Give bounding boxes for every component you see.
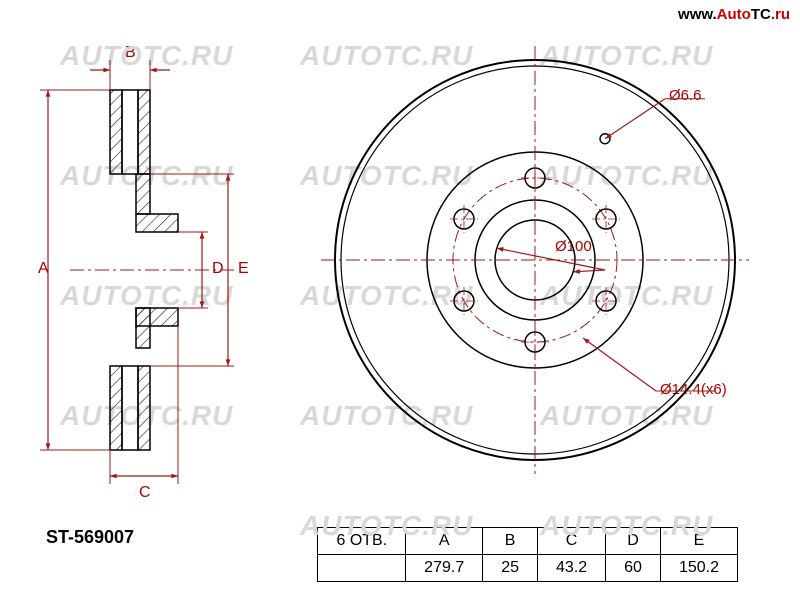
site-url: www.AutoTC.ru xyxy=(678,6,790,23)
drawing-canvas xyxy=(0,0,800,600)
technical-drawing-svg xyxy=(0,0,800,600)
